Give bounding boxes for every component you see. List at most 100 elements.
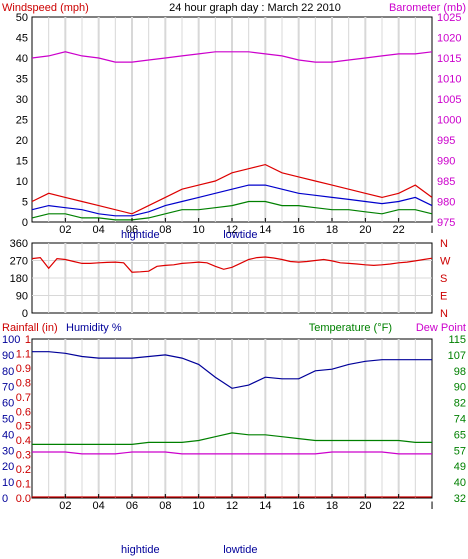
wind-tick-label: 15 xyxy=(16,156,28,168)
chart-title: 24 hour graph day : March 22 2010 xyxy=(169,2,341,14)
temp-tick-label: 90 xyxy=(454,382,466,394)
compass-tick-label: W xyxy=(440,256,451,268)
wind-series-line-3 xyxy=(31,200,433,221)
tide-label: lowtide xyxy=(223,229,257,241)
temp-tick-label: 65 xyxy=(454,429,466,441)
wind-tick-label: 25 xyxy=(16,115,28,127)
x-tick-label: 02 xyxy=(59,500,71,512)
temp-tick-label: 74 xyxy=(454,414,466,426)
rain-axis-label: Rainfall (in) xyxy=(2,322,58,334)
rain-tick-label: 0.2 xyxy=(16,464,31,476)
humidity-tick-label: 0 xyxy=(2,493,8,505)
direction-series-line-0 xyxy=(31,256,433,273)
barometer-tick-label: 1010 xyxy=(437,74,461,86)
dewpoint-axis-label: Dew Point xyxy=(416,322,466,334)
compass-tick-label: N xyxy=(440,308,448,320)
wind-tick-label: 0 xyxy=(22,217,28,229)
rain-tick-label: 0.1 xyxy=(16,479,31,491)
humidity-temp-panel: Rainfall (in) Humidity % Temperature (°F… xyxy=(2,322,466,556)
rain-tick-label: 0.9 xyxy=(16,363,31,375)
tide-label: lowtide xyxy=(223,544,257,556)
temp-tick-label: 82 xyxy=(454,398,466,410)
temp-tick-label: 32 xyxy=(454,493,466,505)
wind-tick-label: 45 xyxy=(16,33,28,45)
x-tick-label: 08 xyxy=(159,500,171,512)
humidity-tick-label: 40 xyxy=(2,429,14,441)
rain-tick-label: 0.7 xyxy=(16,392,31,404)
barometer-tick-label: 1000 xyxy=(437,115,461,127)
direction-series xyxy=(31,256,433,273)
x-tick-label: 14 xyxy=(259,224,271,236)
x-tick-label: 06 xyxy=(126,224,138,236)
wind-tick-label: 5 xyxy=(22,197,28,209)
x-tick-label: 22 xyxy=(393,500,405,512)
wind-series xyxy=(31,51,433,221)
temp-tick-label: 115 xyxy=(448,334,466,346)
x-tick-label: 22 xyxy=(393,224,405,236)
right-axis-label: Barometer (mb) xyxy=(389,2,466,14)
humidity-tick-label: 30 xyxy=(2,445,14,457)
x-tick-label: 14 xyxy=(259,500,271,512)
temp-tick-label: 40 xyxy=(454,477,466,489)
humidity-tick-label: 100 xyxy=(2,334,20,346)
rain-tick-label: 0.0 xyxy=(16,493,31,505)
direction-tick-label: 270 xyxy=(10,256,28,268)
barometer-tick-label: 985 xyxy=(437,176,455,188)
x-tick-label: 08 xyxy=(159,224,171,236)
compass-tick-label: N xyxy=(440,238,448,250)
wind-series-line-2 xyxy=(31,184,433,217)
wind-tick-label: 50 xyxy=(16,12,28,24)
rain-tick-label: 0.6 xyxy=(16,406,31,418)
temp-tick-label: 57 xyxy=(454,445,466,457)
humidity-series-line-0 xyxy=(32,351,432,389)
direction-tick-label: 180 xyxy=(10,273,28,285)
x-tick-label: 12 xyxy=(226,224,238,236)
compass-tick-label: S xyxy=(440,273,447,285)
humidity-axis-label: Humidity % xyxy=(66,322,122,334)
wind-tick-label: 35 xyxy=(16,74,28,86)
humidity-series-line-2 xyxy=(32,451,432,455)
x-tick-label: 06 xyxy=(126,500,138,512)
x-tick-label: 20 xyxy=(359,500,371,512)
direction-tick-label: 0 xyxy=(22,308,28,320)
tide-labels-humidity: hightide lowtide xyxy=(121,544,257,556)
compass-tick-label: E xyxy=(440,291,447,303)
barometer-tick-label: 1015 xyxy=(437,53,461,65)
x-tick-label: 16 xyxy=(293,500,305,512)
rain-tick-label: 0.8 xyxy=(16,377,31,389)
barometer-tick-label: 1020 xyxy=(437,33,461,45)
x-tick-label: I xyxy=(430,224,433,236)
temp-axis-label: Temperature (°F) xyxy=(309,322,392,334)
temp-ticks: 115 107 98 90 82 74 65 57 49 40 32 xyxy=(448,334,466,505)
direction-ticks: 360 270 180 90 0 xyxy=(10,238,28,320)
barometer-tick-label: 975 xyxy=(437,217,455,229)
x-tick-label: 02 xyxy=(59,224,71,236)
left-axis-label: Windspeed (mph) xyxy=(2,2,89,14)
humidity-tick-label: 80 xyxy=(2,366,14,378)
x-ticks-humidity: 02 04 06 08 10 12 14 16 18 20 22 I xyxy=(59,494,434,512)
humidity-tick-label: 60 xyxy=(2,398,14,410)
tide-label: hightide xyxy=(121,544,160,556)
x-tick-label: 18 xyxy=(326,224,338,236)
barometer-tick-label: 990 xyxy=(437,156,455,168)
x-ticks-wind: 02 04 06 08 10 12 14 16 18 20 22 I xyxy=(59,218,434,236)
humidity-tick-label: 50 xyxy=(2,414,14,426)
x-tick-label: 10 xyxy=(193,500,205,512)
tide-label: hightide xyxy=(121,229,160,241)
direction-tick-label: 90 xyxy=(16,291,28,303)
rain-tick-label: 1 xyxy=(25,334,31,346)
wind-tick-label: 10 xyxy=(16,176,28,188)
rain-tick-label: 0.5 xyxy=(16,421,31,433)
tide-labels-wind: hightide lowtide xyxy=(121,229,257,241)
x-tick-label: 12 xyxy=(226,500,238,512)
x-tick-label: 04 xyxy=(93,224,105,236)
x-tick-label: 16 xyxy=(293,224,305,236)
grid-wind xyxy=(48,17,416,222)
temp-tick-label: 49 xyxy=(454,461,466,473)
wind-barometer-panel: Windspeed (mph) 24 hour graph day : Marc… xyxy=(2,2,466,241)
